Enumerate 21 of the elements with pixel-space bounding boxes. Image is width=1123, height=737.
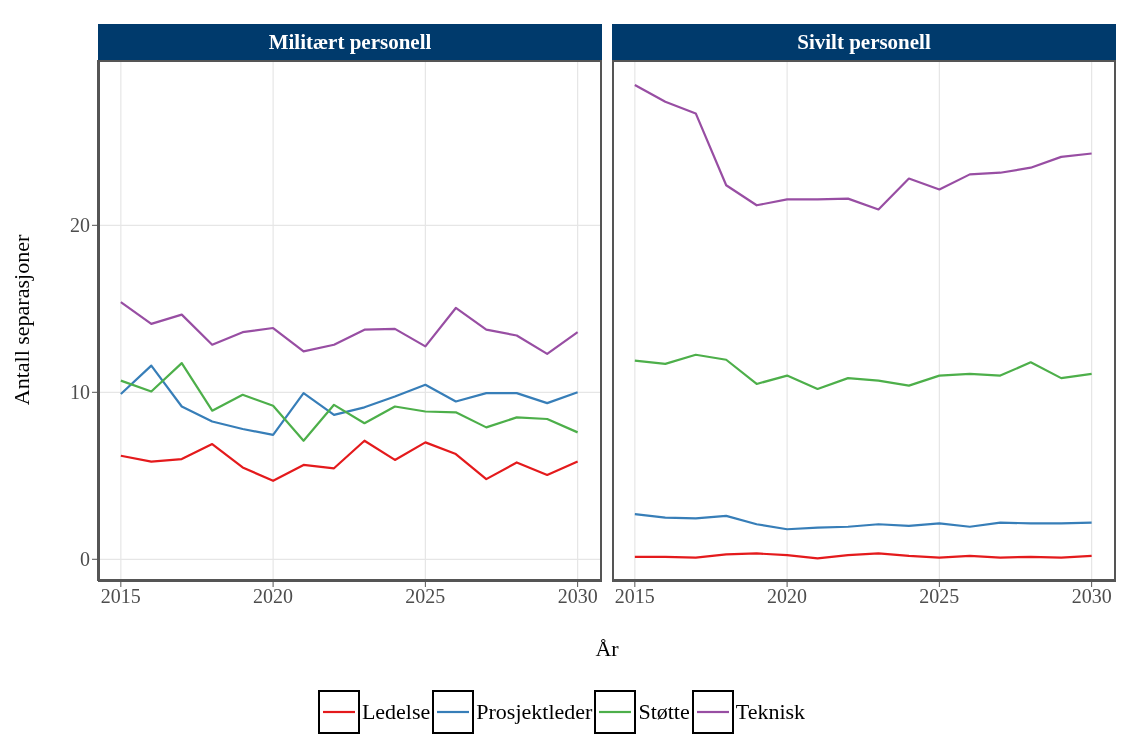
y-tick-label: 0 bbox=[80, 548, 90, 571]
legend-label: Prosjektleder bbox=[476, 699, 593, 725]
legend-label: Teknisk bbox=[735, 699, 806, 725]
chart-title: Militært personell bbox=[98, 24, 602, 60]
x-tick-label: 2025 bbox=[919, 585, 960, 608]
x-tick-label: 2030 bbox=[1071, 585, 1112, 608]
x-axis-title: År bbox=[594, 636, 620, 662]
chart-title: Sivilt personell bbox=[612, 24, 1116, 60]
x-tick-label: 2020 bbox=[253, 585, 294, 608]
y-tick-label: 20 bbox=[70, 214, 90, 237]
legend-label: Støtte bbox=[638, 699, 690, 725]
x-tick-label: 2020 bbox=[767, 585, 808, 608]
legend-label: Ledelse bbox=[361, 699, 431, 725]
x-tick-label: 2015 bbox=[100, 585, 141, 608]
x-tick-label: 2015 bbox=[614, 585, 655, 608]
x-tick-label: 2030 bbox=[557, 585, 598, 608]
y-axis-title: Antall separasjoner bbox=[8, 233, 35, 408]
line-series bbox=[119, 439, 579, 482]
x-tick-label: 2025 bbox=[405, 585, 446, 608]
line-series bbox=[119, 301, 579, 355]
y-tick-label: 10 bbox=[70, 381, 90, 404]
